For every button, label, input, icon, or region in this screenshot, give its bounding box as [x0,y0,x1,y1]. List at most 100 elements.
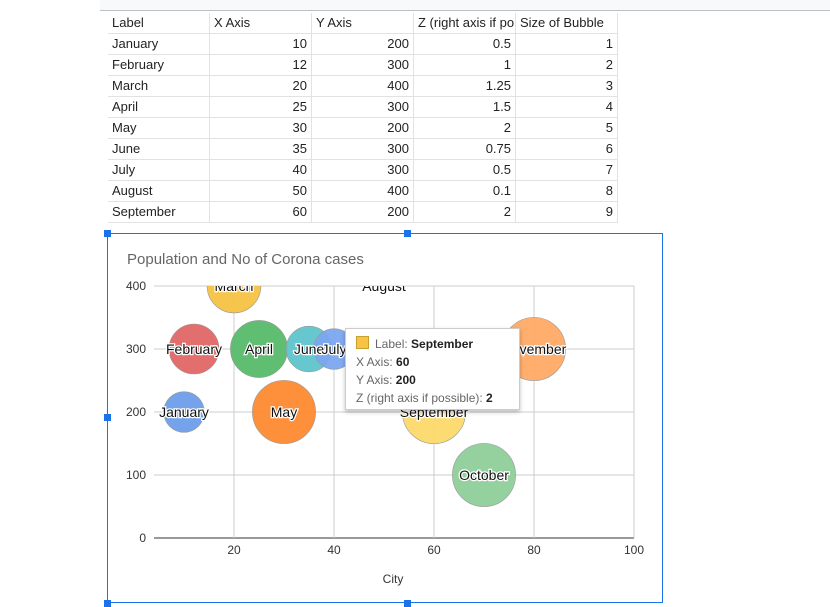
tooltip-value: September [411,337,474,351]
tooltip-key: Z (right axis if possible): [356,391,487,405]
cell[interactable]: May [108,118,210,139]
table-row: May 30 200 2 5 [108,118,618,139]
cell[interactable]: 1.5 [414,97,516,118]
series-swatch [356,336,369,349]
cell[interactable]: July [108,160,210,181]
cell[interactable]: Size of Bubble [516,13,618,34]
bubble-label: May [271,404,297,420]
cell[interactable]: 30 [210,118,312,139]
cell[interactable]: 50 [210,181,312,202]
table-row: September 60 200 2 9 [108,202,618,223]
bubble-october[interactable] [452,443,516,507]
cell[interactable]: 40 [210,160,312,181]
resize-handle[interactable] [104,414,111,421]
tooltip-value: 200 [395,373,416,387]
resize-handle[interactable] [404,230,411,237]
cell[interactable]: 200 [312,118,414,139]
bubble-label: February [166,341,222,357]
cell[interactable]: February [108,55,210,76]
bubble-may[interactable] [252,380,316,444]
y-tick-label: 400 [126,279,146,293]
x-tick-label: 40 [327,543,341,557]
cell[interactable]: April [108,97,210,118]
table-row: August 50 400 0.1 8 [108,181,618,202]
cell[interactable]: 4 [516,97,618,118]
bubble-march[interactable] [206,259,262,314]
cell[interactable]: January [108,34,210,55]
table-row: June 35 300 0.75 6 [108,139,618,160]
bubble-chart[interactable]: Population and No of Corona cases City 0… [107,233,663,603]
cell[interactable]: 300 [312,160,414,181]
x-tick-label: 60 [427,543,441,557]
cell[interactable]: 200 [312,34,414,55]
cell[interactable]: 6 [516,139,618,160]
cell[interactable]: 300 [312,55,414,76]
tooltip-value: 2 [486,391,493,405]
table-row: January 10 200 0.5 1 [108,34,618,55]
y-tick-label: 100 [126,468,146,482]
bubble-label: July [322,341,347,357]
resize-handle[interactable] [104,230,111,237]
cell[interactable]: 2 [516,55,618,76]
cell[interactable]: 8 [516,181,618,202]
cell[interactable]: September [108,202,210,223]
cell[interactable]: 400 [312,76,414,97]
tooltip-value: 60 [396,355,410,369]
x-tick-label: 20 [227,543,241,557]
resize-handle[interactable] [104,600,111,607]
spreadsheet-grid: Label X Axis Y Axis Z (right axis if po … [108,13,618,223]
tooltip-key: Label: [375,337,412,351]
bubble-label: October [459,467,509,483]
cell[interactable]: 35 [210,139,312,160]
cell[interactable]: 200 [312,202,414,223]
cell[interactable]: 2 [414,118,516,139]
cell[interactable]: Label [108,13,210,34]
cell[interactable]: 0.1 [414,181,516,202]
y-tick-label: 200 [126,405,146,419]
table-row: February 12 300 1 2 [108,55,618,76]
cell[interactable]: 12 [210,55,312,76]
column-header-bar [100,0,830,11]
cell[interactable]: 0.5 [414,34,516,55]
cell[interactable]: 20 [210,76,312,97]
table-row: April 25 300 1.5 4 [108,97,618,118]
cell[interactable]: 3 [516,76,618,97]
cell[interactable]: 300 [312,97,414,118]
table-row: July 40 300 0.5 7 [108,160,618,181]
cell[interactable]: 1.25 [414,76,516,97]
y-tick-label: 0 [139,531,146,545]
cell[interactable]: 0.5 [414,160,516,181]
bubble-february[interactable] [168,323,220,375]
bubble-label: March [215,278,254,294]
tooltip-key: X Axis: [356,355,397,369]
x-axis-label: City [383,572,404,586]
cell[interactable]: 9 [516,202,618,223]
cell[interactable]: 7 [516,160,618,181]
bubble-label: January [159,404,209,420]
cell[interactable]: Y Axis [312,13,414,34]
cell[interactable]: 400 [312,181,414,202]
cell[interactable]: June [108,139,210,160]
cell[interactable]: 60 [210,202,312,223]
cell[interactable]: 25 [210,97,312,118]
cell[interactable]: X Axis [210,13,312,34]
bubble-january[interactable] [163,391,205,433]
cell[interactable]: 2 [414,202,516,223]
resize-handle[interactable] [404,600,411,607]
chart-svg: Population and No of Corona cases City 0… [126,251,644,586]
cell[interactable]: 5 [516,118,618,139]
cell[interactable]: August [108,181,210,202]
cell[interactable]: 1 [516,34,618,55]
cell[interactable]: 1 [414,55,516,76]
cell[interactable]: March [108,76,210,97]
cell[interactable]: Z (right axis if po [414,13,516,34]
cell[interactable]: 0.75 [414,139,516,160]
x-tick-label: 80 [527,543,541,557]
bubble-label: August [362,278,406,294]
cell[interactable]: 300 [312,139,414,160]
chart-tooltip: Label: September X Axis: 60 Y Axis: 200 … [345,328,520,410]
y-tick-label: 300 [126,342,146,356]
bubble-label: April [245,341,273,357]
header-row: Label X Axis Y Axis Z (right axis if po … [108,13,618,34]
cell[interactable]: 10 [210,34,312,55]
